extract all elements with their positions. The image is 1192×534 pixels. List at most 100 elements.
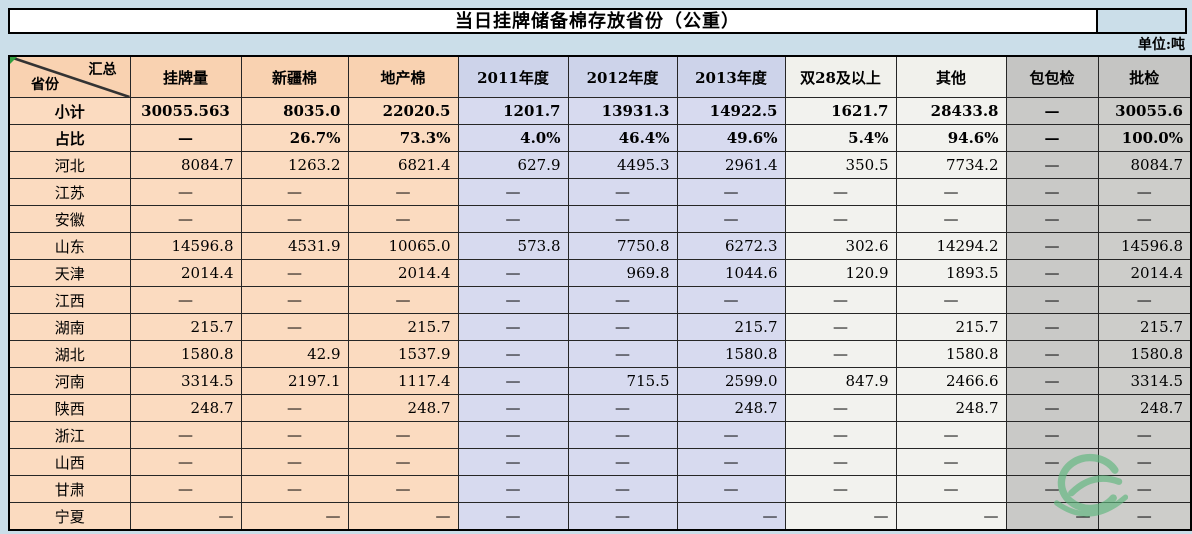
table-cell[interactable]: — xyxy=(457,340,569,368)
row-label[interactable]: 湖北 xyxy=(8,340,131,368)
table-cell[interactable]: — xyxy=(1005,340,1099,368)
table-cell[interactable]: 573.8 xyxy=(457,232,569,260)
table-cell[interactable]: 94.6% xyxy=(895,124,1007,152)
table-cell[interactable]: — xyxy=(567,178,678,206)
table-cell[interactable]: 969.8 xyxy=(567,259,678,287)
table-cell[interactable]: — xyxy=(129,475,242,503)
table-cell[interactable]: 14596.8 xyxy=(129,232,242,260)
table-cell[interactable]: 4.0% xyxy=(457,124,569,152)
row-label[interactable]: 河北 xyxy=(8,151,131,179)
table-cell[interactable]: — xyxy=(347,502,459,531)
table-cell[interactable]: 215.7 xyxy=(129,313,242,341)
table-cell[interactable]: — xyxy=(784,286,897,314)
table-cell[interactable]: — xyxy=(347,205,459,233)
table-cell[interactable]: — xyxy=(240,421,349,449)
table-cell[interactable]: — xyxy=(240,259,349,287)
table-cell[interactable]: — xyxy=(895,475,1007,503)
row-label[interactable]: 河南 xyxy=(8,367,131,395)
table-cell[interactable]: 248.7 xyxy=(895,394,1007,422)
table-cell[interactable]: — xyxy=(129,205,242,233)
table-cell[interactable]: — xyxy=(895,448,1007,476)
table-cell[interactable]: — xyxy=(1005,124,1099,152)
table-cell[interactable]: — xyxy=(784,421,897,449)
table-cell[interactable]: 2014.4 xyxy=(129,259,242,287)
table-cell[interactable]: 8035.0 xyxy=(240,97,349,125)
row-label[interactable]: 天津 xyxy=(8,259,131,287)
table-cell[interactable]: — xyxy=(895,421,1007,449)
column-header[interactable]: 地产棉 xyxy=(347,55,459,98)
table-cell[interactable]: 73.3% xyxy=(347,124,459,152)
table-cell[interactable]: — xyxy=(240,394,349,422)
table-cell[interactable]: — xyxy=(1005,259,1099,287)
row-label[interactable]: 安徽 xyxy=(8,205,131,233)
table-cell[interactable]: 1044.6 xyxy=(676,259,786,287)
table-cell[interactable]: — xyxy=(1097,502,1192,531)
column-header[interactable]: 其他 xyxy=(895,55,1007,98)
table-cell[interactable]: 8084.7 xyxy=(1097,151,1192,179)
table-cell[interactable]: — xyxy=(676,502,786,531)
table-cell[interactable]: — xyxy=(784,313,897,341)
table-cell[interactable]: — xyxy=(784,178,897,206)
table-cell[interactable]: 6272.3 xyxy=(676,232,786,260)
table-cell[interactable]: 49.6% xyxy=(676,124,786,152)
table-cell[interactable]: — xyxy=(1097,448,1192,476)
table-cell[interactable]: — xyxy=(567,475,678,503)
table-cell[interactable]: 100.0% xyxy=(1097,124,1192,152)
table-cell[interactable]: 30055.563 xyxy=(129,97,242,125)
row-label[interactable]: 甘肃 xyxy=(8,475,131,503)
table-cell[interactable]: — xyxy=(457,259,569,287)
table-cell[interactable]: — xyxy=(567,502,678,531)
table-cell[interactable]: — xyxy=(1097,286,1192,314)
table-cell[interactable]: — xyxy=(347,286,459,314)
table-cell[interactable]: 627.9 xyxy=(457,151,569,179)
table-cell[interactable]: 1201.7 xyxy=(457,97,569,125)
table-cell[interactable]: — xyxy=(1005,448,1099,476)
table-cell[interactable]: 1263.2 xyxy=(240,151,349,179)
table-cell[interactable]: 215.7 xyxy=(347,313,459,341)
table-cell[interactable]: — xyxy=(676,205,786,233)
table-cell[interactable]: 2599.0 xyxy=(676,367,786,395)
table-cell[interactable]: — xyxy=(1005,502,1099,531)
table-cell[interactable]: — xyxy=(676,475,786,503)
table-cell[interactable]: — xyxy=(784,502,897,531)
table-cell[interactable]: — xyxy=(895,502,1007,531)
table-cell[interactable]: 22020.5 xyxy=(347,97,459,125)
table-cell[interactable]: — xyxy=(1097,178,1192,206)
table-cell[interactable]: — xyxy=(676,178,786,206)
table-cell[interactable]: 7734.2 xyxy=(895,151,1007,179)
table-cell[interactable]: — xyxy=(129,421,242,449)
table-cell[interactable]: 1580.8 xyxy=(676,340,786,368)
table-cell[interactable]: — xyxy=(240,502,349,531)
table-cell[interactable]: — xyxy=(240,475,349,503)
table-cell[interactable]: 215.7 xyxy=(1097,313,1192,341)
table-cell[interactable]: — xyxy=(1005,286,1099,314)
table-cell[interactable]: — xyxy=(1005,178,1099,206)
column-header[interactable]: 包包检 xyxy=(1005,55,1099,98)
table-cell[interactable]: — xyxy=(240,448,349,476)
table-cell[interactable]: — xyxy=(895,286,1007,314)
table-cell[interactable]: — xyxy=(240,286,349,314)
table-cell[interactable]: 14596.8 xyxy=(1097,232,1192,260)
table-cell[interactable]: — xyxy=(129,286,242,314)
table-cell[interactable]: 13931.3 xyxy=(567,97,678,125)
table-cell[interactable]: 715.5 xyxy=(567,367,678,395)
table-cell[interactable]: — xyxy=(347,448,459,476)
table-cell[interactable]: 6821.4 xyxy=(347,151,459,179)
table-cell[interactable]: — xyxy=(1097,205,1192,233)
table-cell[interactable]: — xyxy=(457,421,569,449)
row-label[interactable]: 江苏 xyxy=(8,178,131,206)
table-cell[interactable]: — xyxy=(567,448,678,476)
table-cell[interactable]: — xyxy=(1005,367,1099,395)
table-cell[interactable]: — xyxy=(784,205,897,233)
table-cell[interactable]: 8084.7 xyxy=(129,151,242,179)
table-cell[interactable]: 7750.8 xyxy=(567,232,678,260)
table-cell[interactable]: 248.7 xyxy=(676,394,786,422)
table-cell[interactable]: — xyxy=(457,313,569,341)
table-cell[interactable]: — xyxy=(457,205,569,233)
table-cell[interactable]: — xyxy=(457,475,569,503)
table-cell[interactable]: — xyxy=(457,394,569,422)
row-label[interactable]: 占比 xyxy=(8,124,131,152)
table-cell[interactable]: — xyxy=(457,367,569,395)
column-header[interactable]: 2013年度 xyxy=(676,55,786,98)
table-cell[interactable]: 46.4% xyxy=(567,124,678,152)
